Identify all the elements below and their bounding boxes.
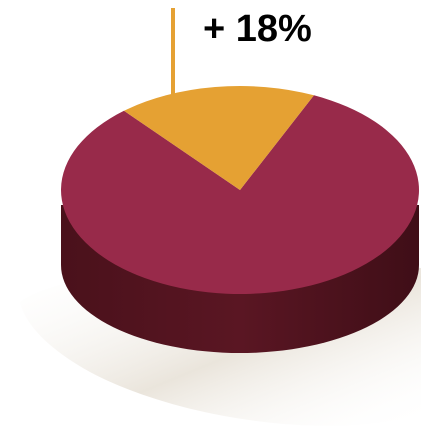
pie-slice-main xyxy=(61,95,420,295)
pie-slice-highlight xyxy=(123,86,314,190)
slice-data-label: + 18% xyxy=(203,8,312,50)
